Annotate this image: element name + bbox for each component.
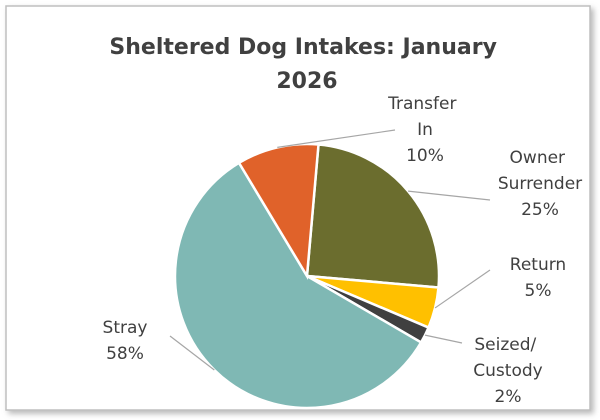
- value-label: 5%: [525, 281, 552, 301]
- category-label: Seized/ Custody: [473, 335, 542, 381]
- category-label: Transfer In: [387, 94, 462, 140]
- category-label: Stray: [103, 318, 148, 338]
- category-label: Return: [510, 255, 566, 275]
- value-label: 58%: [106, 344, 144, 364]
- category-label: Owner Surrender: [498, 148, 582, 194]
- leader-line: [424, 334, 463, 344]
- chart-title: Sheltered Dog Intakes: January 2026: [109, 35, 504, 94]
- leader-line: [434, 269, 491, 309]
- leader-line: [277, 129, 396, 148]
- leader-line: [408, 190, 491, 201]
- value-label: 25%: [521, 200, 559, 220]
- value-label: 2%: [495, 387, 522, 407]
- value-label: 10%: [406, 146, 444, 166]
- pie-slice: [173, 161, 423, 410]
- leader-line: [169, 335, 215, 371]
